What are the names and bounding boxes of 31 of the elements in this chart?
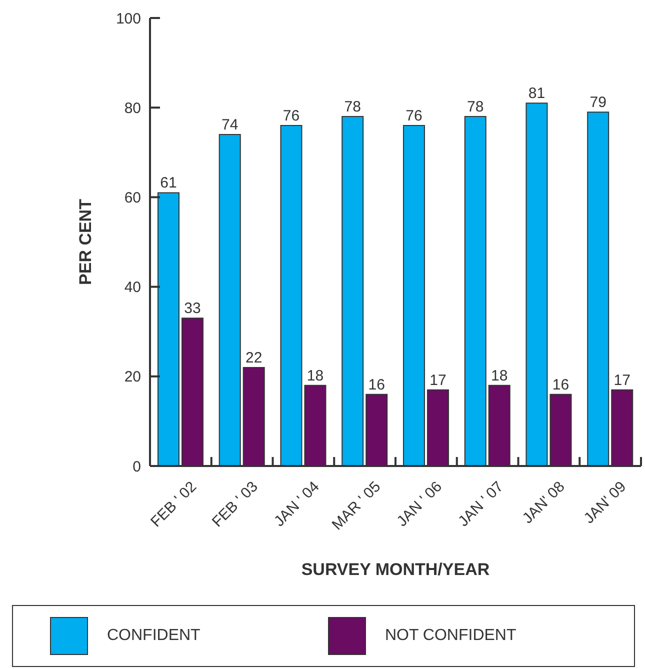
- y-tick-label: 40: [124, 279, 141, 296]
- data-label: 81: [528, 85, 546, 102]
- x-tick-label: JAN ' 06: [394, 478, 446, 530]
- y-tick-label: 60: [124, 189, 141, 206]
- y-tick-label: 100: [116, 10, 141, 28]
- data-label: 22: [246, 349, 262, 366]
- y-axis-title: PER CENT: [76, 198, 95, 285]
- data-label: 33: [184, 300, 201, 318]
- x-tick-label: JAN ' 04: [270, 478, 323, 530]
- data-label: 18: [491, 367, 508, 384]
- data-label: 16: [368, 376, 385, 394]
- data-label: 76: [282, 108, 300, 125]
- legend-label: NOT CONFIDENT: [385, 627, 516, 645]
- data-label: 74: [222, 116, 238, 134]
- y-tick-label: 0: [132, 458, 141, 476]
- x-tick-label: FEB ' 02: [148, 478, 200, 531]
- data-label: 76: [406, 108, 422, 125]
- data-label: 61: [160, 174, 177, 192]
- x-tick-label: JAN ' 07: [455, 478, 507, 530]
- data-label: 78: [344, 98, 361, 116]
- legend-label: CONFIDENT: [107, 627, 200, 645]
- x-axis-title: SURVEY MONTH/YEAR: [301, 560, 490, 579]
- x-tick-label: FEB ' 03: [208, 478, 262, 531]
- data-label: 16: [552, 376, 570, 394]
- data-label: 17: [614, 372, 630, 389]
- data-label: 18: [306, 367, 324, 384]
- y-tick-label: 20: [124, 368, 141, 386]
- data-label: 79: [590, 94, 606, 112]
- data-label: 78: [467, 98, 484, 116]
- data-label: 17: [430, 372, 446, 389]
- y-tick-label: 80: [124, 100, 141, 117]
